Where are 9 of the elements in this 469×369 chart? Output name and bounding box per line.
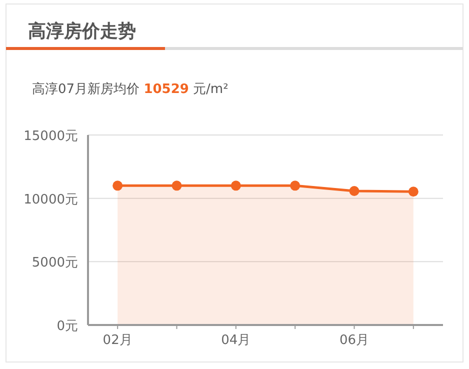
y-tick-label: 0元 xyxy=(56,319,78,334)
x-tick-label: 06月 xyxy=(339,333,370,348)
x-tick-label: 04月 xyxy=(221,333,251,348)
chart-title: 高淳房价走势 xyxy=(28,21,136,42)
x-tick-label: 02月 xyxy=(102,333,132,348)
y-tick-label: 15000元 xyxy=(24,129,78,144)
chart-subtitle: 高淳07月新房均价 10529 元/m² xyxy=(32,81,228,97)
y-tick-label: 5000元 xyxy=(32,256,78,271)
y-tick-label: 10000元 xyxy=(24,192,78,208)
